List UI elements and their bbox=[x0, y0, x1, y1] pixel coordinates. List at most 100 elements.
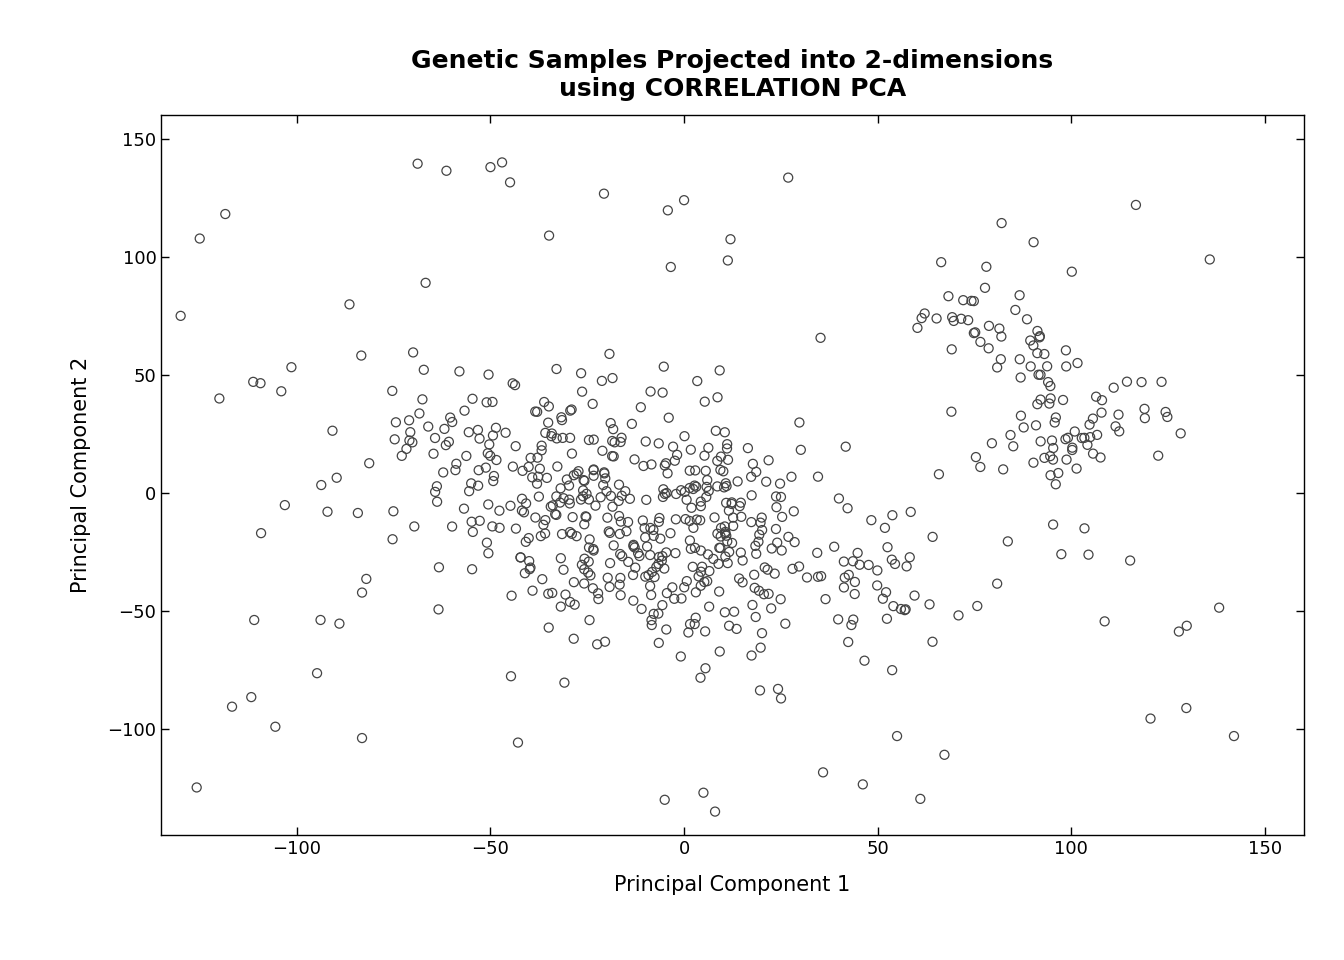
Point bbox=[974, 280, 996, 296]
Point bbox=[1094, 613, 1116, 629]
Point bbox=[941, 309, 962, 324]
Point bbox=[609, 546, 630, 562]
Point bbox=[593, 465, 614, 480]
Point bbox=[655, 487, 676, 502]
Point bbox=[714, 605, 735, 620]
Point bbox=[327, 470, 348, 486]
Point bbox=[673, 193, 695, 208]
Point bbox=[712, 464, 734, 479]
Point bbox=[542, 586, 563, 601]
Point bbox=[1082, 411, 1103, 426]
Point bbox=[461, 514, 482, 529]
Point bbox=[532, 517, 554, 533]
Point bbox=[746, 546, 767, 562]
Point bbox=[636, 492, 657, 508]
Point bbox=[1028, 329, 1050, 345]
Point bbox=[715, 475, 737, 491]
Point bbox=[1020, 333, 1042, 348]
Title: Genetic Samples Projected into 2-dimensions
using CORRELATION PCA: Genetic Samples Projected into 2-dimensi… bbox=[411, 49, 1054, 101]
Point bbox=[492, 155, 513, 170]
Point bbox=[644, 569, 665, 585]
Point bbox=[551, 526, 573, 541]
Point bbox=[950, 311, 972, 326]
Point bbox=[741, 515, 762, 530]
Point bbox=[810, 568, 832, 584]
Point bbox=[347, 505, 368, 520]
Point bbox=[614, 484, 636, 499]
Point bbox=[1030, 367, 1051, 382]
Point bbox=[356, 571, 378, 587]
Point bbox=[685, 610, 707, 625]
Point bbox=[395, 442, 417, 457]
Point bbox=[538, 586, 559, 601]
Point bbox=[461, 562, 482, 577]
Point bbox=[481, 518, 503, 534]
Point bbox=[938, 289, 960, 304]
Point bbox=[520, 560, 542, 575]
Point bbox=[749, 527, 770, 542]
Point bbox=[720, 494, 742, 510]
Point bbox=[835, 570, 856, 586]
Point bbox=[867, 563, 888, 578]
Point bbox=[934, 747, 956, 762]
Point bbox=[671, 590, 692, 606]
Point bbox=[250, 375, 271, 391]
Point bbox=[538, 398, 559, 414]
Point bbox=[778, 529, 800, 544]
Point bbox=[810, 330, 832, 346]
Point bbox=[583, 462, 605, 477]
Point bbox=[645, 560, 667, 575]
Point bbox=[926, 311, 948, 326]
Point bbox=[790, 443, 812, 458]
Point bbox=[991, 329, 1012, 345]
Point bbox=[542, 497, 563, 513]
Point bbox=[685, 479, 707, 494]
Point bbox=[527, 469, 548, 485]
Point bbox=[1086, 427, 1107, 443]
Point bbox=[1079, 417, 1101, 432]
Point bbox=[1027, 346, 1048, 361]
Point bbox=[726, 621, 747, 636]
Y-axis label: Principal Component 2: Principal Component 2 bbox=[71, 357, 91, 593]
Point bbox=[485, 420, 507, 436]
Point bbox=[698, 547, 719, 563]
Point bbox=[653, 561, 675, 576]
Point bbox=[575, 509, 597, 524]
Point bbox=[656, 622, 677, 637]
Point bbox=[509, 550, 531, 565]
Point bbox=[531, 438, 552, 453]
Point bbox=[723, 518, 745, 534]
Point bbox=[689, 498, 711, 514]
Point bbox=[513, 505, 535, 520]
Point bbox=[860, 513, 882, 528]
Point bbox=[745, 580, 766, 595]
Point bbox=[509, 550, 531, 565]
Point bbox=[642, 528, 664, 543]
Point bbox=[695, 463, 716, 478]
Point bbox=[524, 510, 546, 525]
Point bbox=[728, 498, 750, 514]
Point bbox=[571, 384, 593, 399]
Point bbox=[766, 535, 788, 550]
Point bbox=[480, 448, 501, 464]
Point bbox=[435, 163, 457, 179]
Point bbox=[981, 436, 1003, 451]
Point bbox=[930, 254, 952, 270]
Point bbox=[1079, 429, 1101, 444]
Point bbox=[743, 567, 765, 583]
Point bbox=[1130, 374, 1152, 390]
Point bbox=[306, 665, 328, 681]
Point bbox=[612, 548, 633, 564]
Point bbox=[665, 545, 687, 561]
Point bbox=[1176, 701, 1198, 716]
Point bbox=[441, 415, 462, 430]
Point bbox=[676, 492, 698, 508]
Point bbox=[559, 403, 581, 419]
Point bbox=[1055, 343, 1077, 358]
Point bbox=[1011, 408, 1032, 423]
Point bbox=[458, 424, 480, 440]
Point bbox=[274, 497, 296, 513]
Point bbox=[1051, 546, 1073, 562]
Point bbox=[771, 509, 793, 524]
Point bbox=[986, 576, 1008, 591]
